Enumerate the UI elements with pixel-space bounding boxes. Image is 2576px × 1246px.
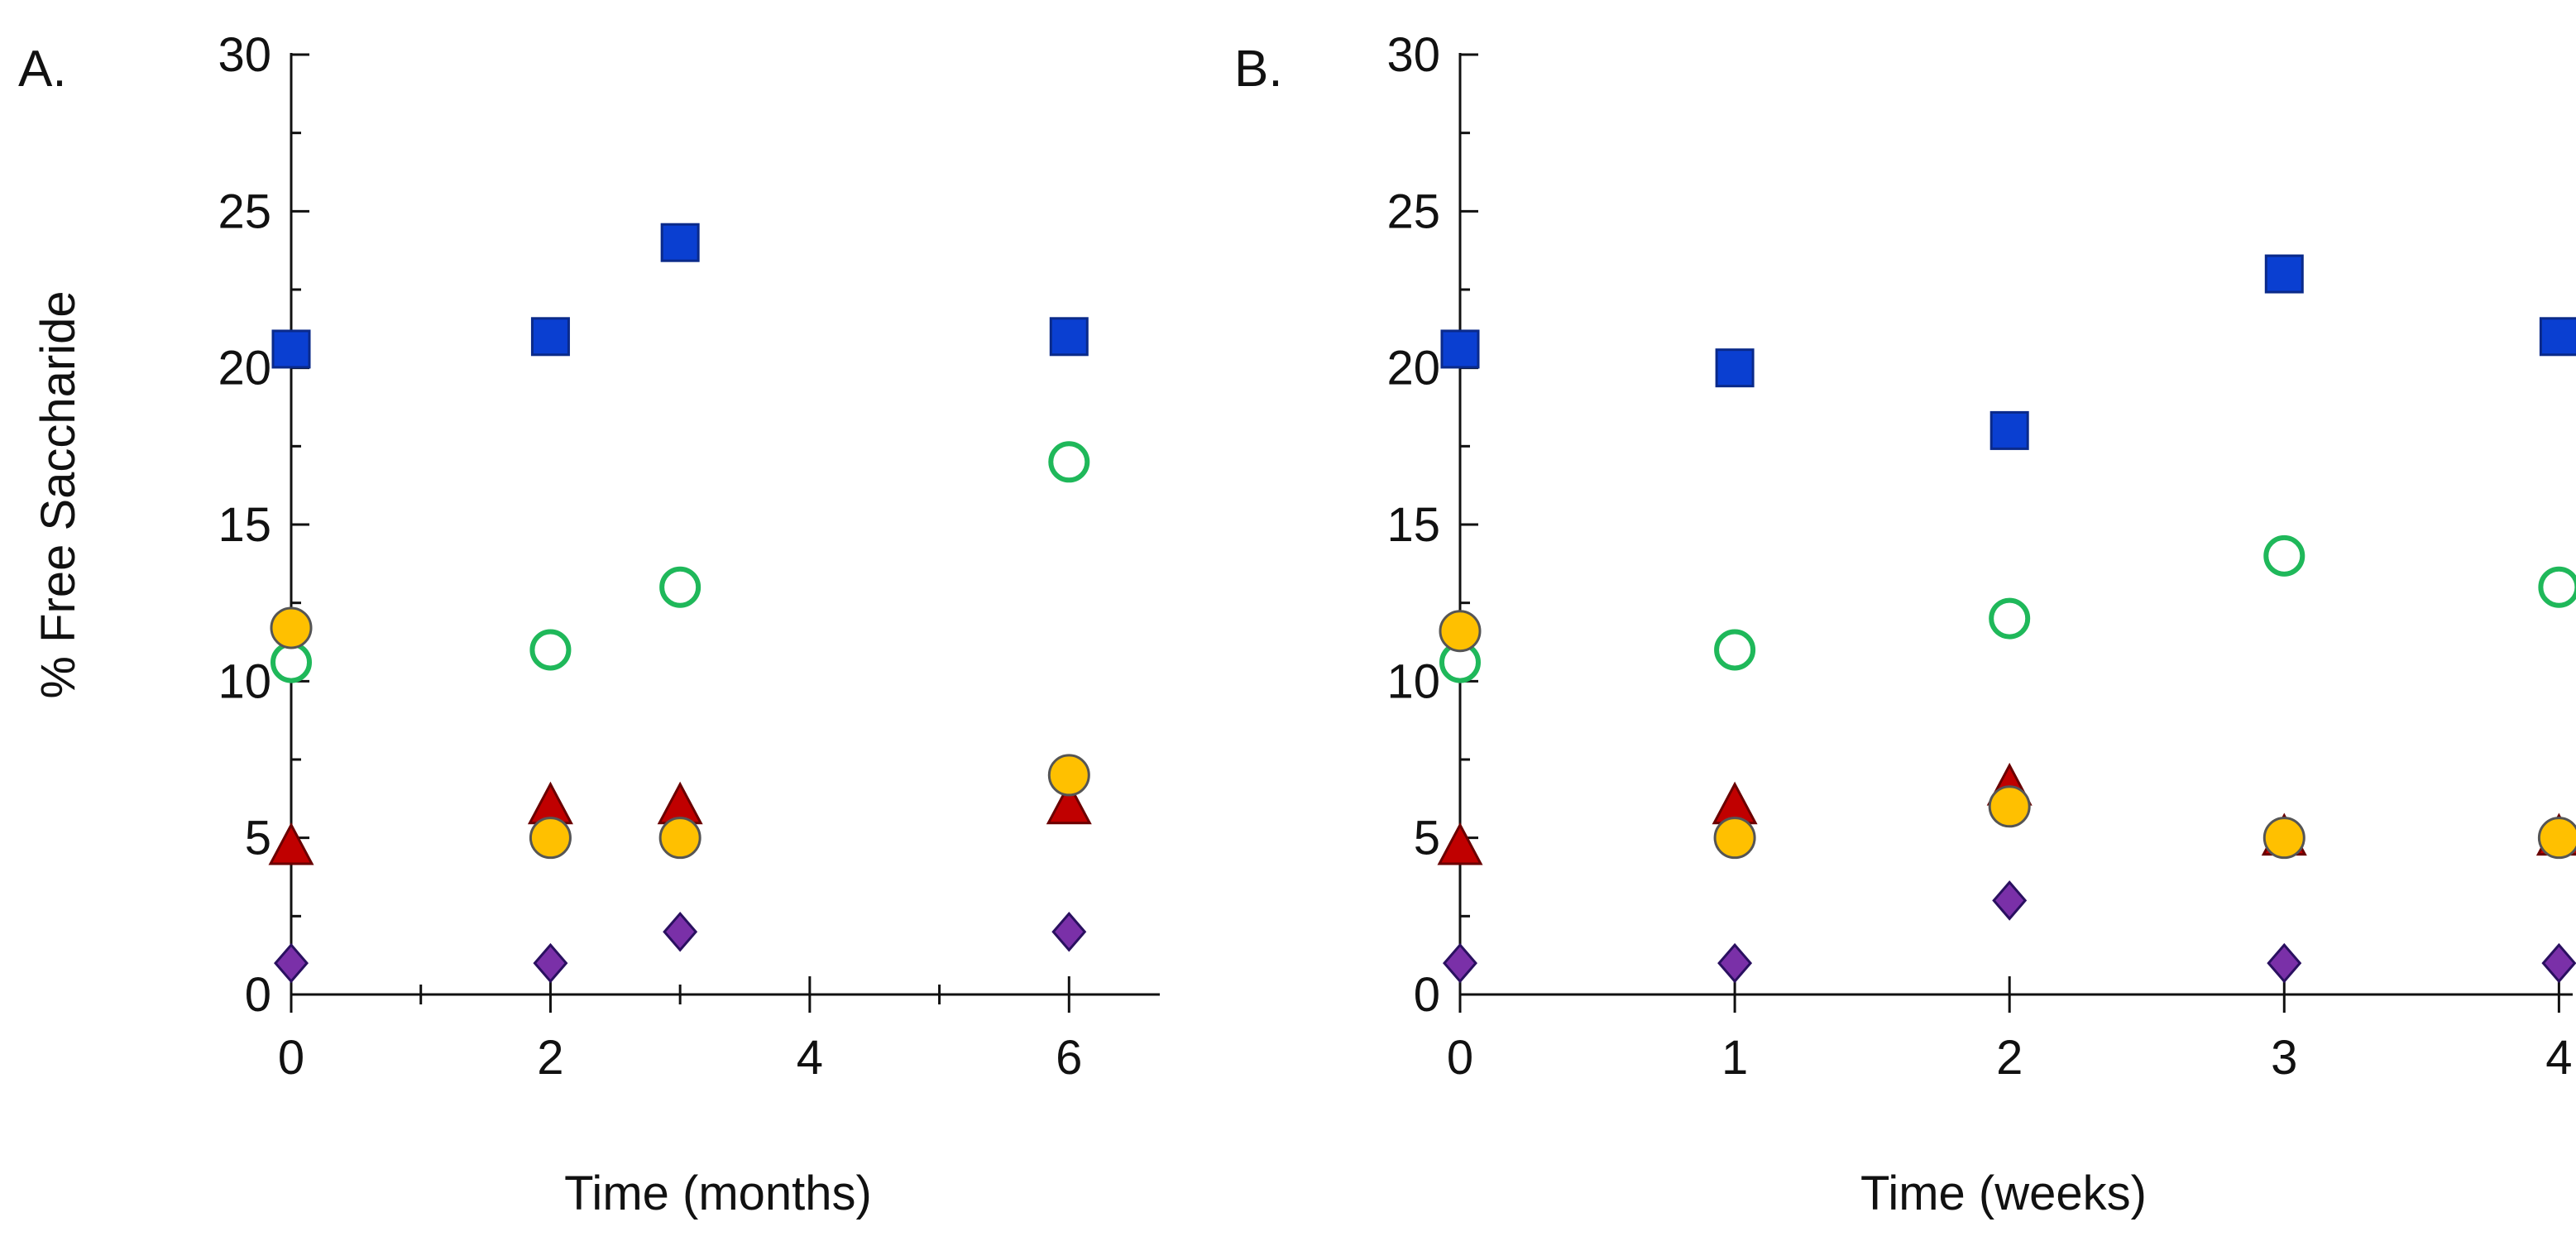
panel-a-point-filled-circle — [658, 817, 701, 860]
panel-b-x-tick-label: 2 — [1996, 1031, 2023, 1085]
panel-a-point-square — [660, 223, 700, 262]
panel-a-x-axis-title: Time (months) — [564, 1167, 872, 1220]
panel-b-point-filled-circle — [1439, 610, 1482, 653]
panel-a-point-filled-circle — [529, 817, 572, 860]
panel-a-point-filled-circle — [270, 606, 313, 649]
panel-a-label: A. — [18, 41, 67, 98]
panel-a-point-open-circle — [1048, 441, 1090, 483]
panel-b-point-diamond — [1717, 942, 1753, 984]
panel-b-point-open-circle — [2263, 534, 2305, 577]
panel-a-point-diamond — [533, 942, 568, 984]
panel-b-point-triangle — [1437, 822, 1483, 865]
panel-b-point-open-circle — [1714, 629, 1756, 671]
panel-a-y-tick-label: 20 — [218, 342, 271, 395]
panel-b-point-filled-circle — [1988, 785, 2031, 828]
panel-a-y-tick-label: 30 — [218, 28, 271, 82]
panel-b: B. Time (weeks) 0 5 10 15 20 25 30 0 1 2 3 4 — [1234, 28, 2576, 1220]
panel-b-point-diamond — [2541, 942, 2576, 984]
panel-b-point-open-circle — [2538, 566, 2576, 608]
panel-b-point-open-circle — [1989, 597, 2031, 640]
panel-a-y-tick-label: 15 — [218, 498, 271, 552]
panel-a-point-diamond — [663, 911, 698, 952]
panel-b-y-tick-label: 0 — [1414, 968, 1440, 1022]
panel-a-y-tick-label: 0 — [245, 968, 271, 1022]
panel-b-point-diamond — [2267, 942, 2302, 984]
panel-b-y-tick-label: 5 — [1414, 812, 1440, 865]
panel-b-x-tick-label: 3 — [2271, 1031, 2297, 1085]
panel-b-y-tick-label: 20 — [1386, 342, 1440, 395]
panel-b-point-square — [1989, 410, 2029, 450]
panel-a-point-open-circle — [529, 629, 572, 671]
panel-a-y-tick-label: 25 — [218, 185, 271, 238]
panel-b-point-square — [1715, 348, 1755, 388]
panel-a: A. % Free Saccharide Time (months) 0 5 10 1… — [18, 28, 1160, 1220]
panel-b-point-square — [2264, 254, 2304, 294]
panel-a-point-square — [530, 317, 570, 357]
panel-a-x-tick-label: 2 — [537, 1031, 563, 1085]
panel-b-x-tick-label: 0 — [1447, 1031, 1473, 1085]
panel-b-label: B. — [1234, 41, 1283, 98]
panel-a-point-square — [1049, 317, 1089, 357]
panel-a-point-triangle — [1046, 781, 1092, 825]
panel-b-y-tick-label: 15 — [1386, 498, 1440, 552]
panel-b-point-filled-circle — [2537, 817, 2576, 860]
panel-a-y-axis-title: % Free Saccharide — [31, 290, 85, 698]
panel-a-y-tick-label: 10 — [218, 654, 271, 708]
panel-b-point-diamond — [1443, 942, 1477, 984]
panel-b-point-square — [1440, 329, 1480, 369]
panel-b-y-tick-label: 30 — [1386, 28, 1440, 82]
panel-a-point-open-circle — [271, 641, 312, 683]
panel-a-point-diamond — [1051, 911, 1087, 952]
panel-b-point-diamond — [1992, 880, 2028, 921]
panel-b-x-tick-label: 4 — [2545, 1031, 2572, 1085]
panel-b-point-filled-circle — [2262, 817, 2305, 860]
panel-a-point-open-circle — [659, 566, 701, 608]
panel-a-y-tick-label: 5 — [245, 812, 271, 865]
panel-a-point-square — [271, 329, 311, 369]
panel-a-x-tick-label: 4 — [797, 1031, 823, 1085]
panel-a-x-tick-label: 0 — [278, 1031, 304, 1085]
panel-b-y-tick-label: 10 — [1386, 654, 1440, 708]
panel-b-x-axis-title: Time (weeks) — [1860, 1167, 2147, 1220]
panel-a-x-tick-label: 6 — [1056, 1031, 1082, 1085]
panel-a-point-triangle — [268, 822, 314, 865]
panel-b-y-tick-label: 25 — [1386, 185, 1440, 238]
panel-b-point-square — [2539, 317, 2576, 357]
panel-b-x-tick-label: 1 — [1721, 1031, 1748, 1085]
panel-a-point-diamond — [274, 942, 309, 984]
panel-a-point-filled-circle — [1047, 754, 1090, 797]
panel-b-point-filled-circle — [1713, 817, 1756, 860]
